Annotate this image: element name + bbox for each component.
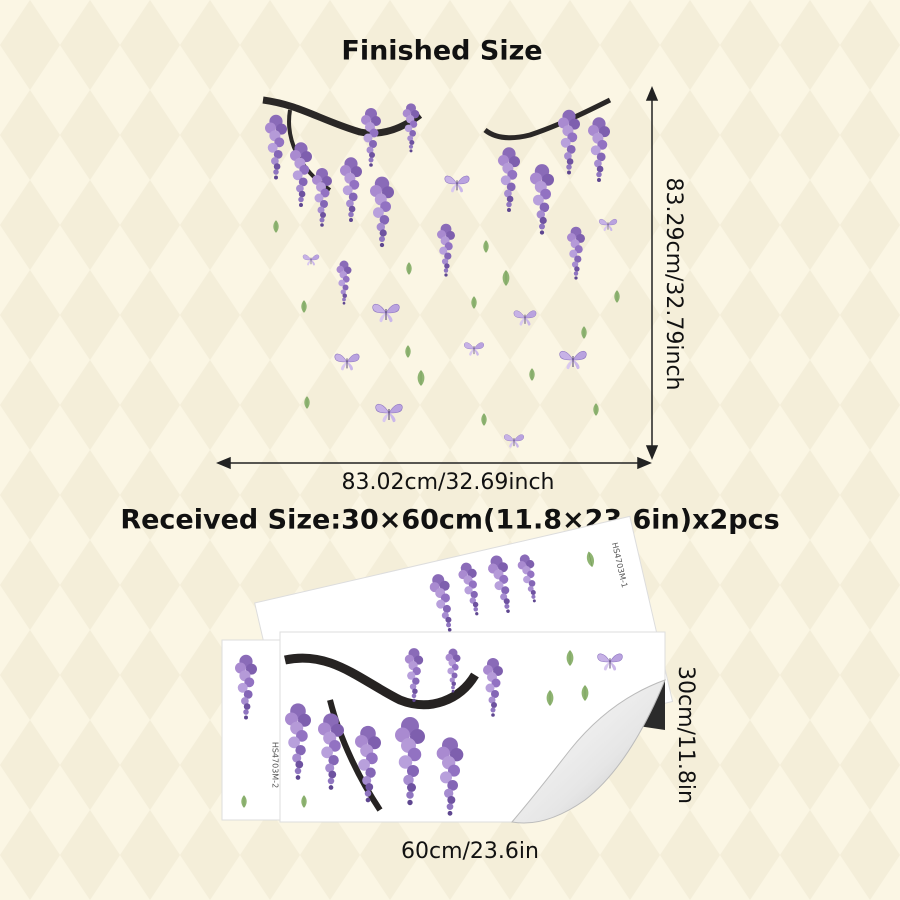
width-arrow xyxy=(216,456,652,470)
received-width: 60cm/23.6in xyxy=(401,839,539,864)
shape xyxy=(637,456,652,470)
sheet-front xyxy=(279,631,666,824)
received-title: Received Size:30×60cm(11.8×23.6in)x2pcs xyxy=(120,505,779,536)
title: Finished Size xyxy=(341,36,542,67)
shape xyxy=(262,96,423,137)
shape xyxy=(511,679,666,824)
shape xyxy=(327,699,383,812)
sheet-code: HS4703M-2 xyxy=(271,742,280,788)
finished-height: 83.29cm/32.79inch xyxy=(661,178,686,391)
shape xyxy=(645,86,659,101)
wisteria-art xyxy=(262,96,620,449)
shape xyxy=(645,445,659,460)
shape xyxy=(284,653,479,710)
height-arrow xyxy=(645,86,659,460)
shape xyxy=(483,97,612,141)
sheet-left: HS4703M-2 xyxy=(221,639,285,821)
finished-width: 83.02cm/32.69inch xyxy=(342,470,555,495)
received-height: 30cm/11.8in xyxy=(673,666,698,804)
shape xyxy=(216,456,231,470)
